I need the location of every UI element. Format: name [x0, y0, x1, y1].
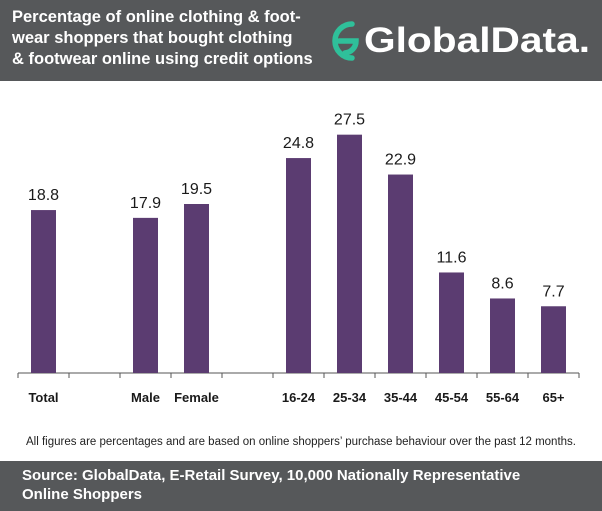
bar-value-label: 17.9 — [130, 195, 161, 212]
bar-value-label: 18.8 — [28, 187, 59, 204]
chart-title-line-3: & footwear online using credit options — [12, 50, 313, 68]
x-tick-label: 25-34 — [333, 390, 367, 405]
bar — [388, 174, 413, 373]
source-line-1: Source: GlobalData, E-Retail Survey, 10,… — [22, 467, 521, 484]
bar — [286, 158, 311, 373]
x-tick-label: 16-24 — [282, 390, 316, 405]
bar — [133, 217, 158, 373]
bar-value-label: 22.9 — [385, 152, 416, 169]
chart-header: Percentage of online clothing & foot- we… — [0, 0, 602, 81]
bar-value-label: 19.5 — [181, 181, 212, 198]
bar — [541, 306, 566, 373]
x-tick-label: 55-64 — [486, 390, 520, 405]
x-tick-label: 45-54 — [435, 390, 469, 405]
bar — [490, 298, 515, 373]
bar-value-label: 8.6 — [491, 275, 513, 292]
bar — [184, 204, 209, 373]
bar-chart: 18.8 Total 17.9 Male 19.5 Female 24.8 16-24 27.5… — [17, 112, 580, 405]
x-tick-label: 35-44 — [384, 390, 418, 405]
chart-title-line-2: wear shoppers that bought clothing — [12, 29, 293, 47]
x-tick-label: Female — [174, 390, 219, 405]
bar-value-label: 7.7 — [542, 283, 564, 300]
chart-footnote: All figures are percentages and are base… — [25, 436, 576, 448]
chart-title-line-1: Percentage of online clothing & foot- — [12, 8, 301, 26]
source-line-2: Online Shoppers — [22, 486, 143, 503]
globaldata-logo-text: GlobalData. — [364, 21, 590, 60]
source-footer: Source: GlobalData, E-Retail Survey, 10,… — [0, 461, 602, 511]
x-tick-label: Male — [131, 390, 160, 405]
bar-value-label: 11.6 — [437, 249, 467, 266]
bar — [31, 210, 56, 373]
chart-title: Percentage of online clothing & foot- we… — [12, 7, 313, 70]
bar-value-label: 27.5 — [334, 112, 365, 129]
bar — [337, 134, 362, 373]
x-tick-label: 65+ — [542, 390, 564, 405]
x-tick-label: Total — [28, 390, 58, 405]
globaldata-logo-icon — [332, 21, 359, 61]
globaldata-logo: GlobalData. — [332, 21, 590, 61]
bar — [439, 272, 464, 373]
bar-value-label: 24.8 — [283, 135, 314, 152]
